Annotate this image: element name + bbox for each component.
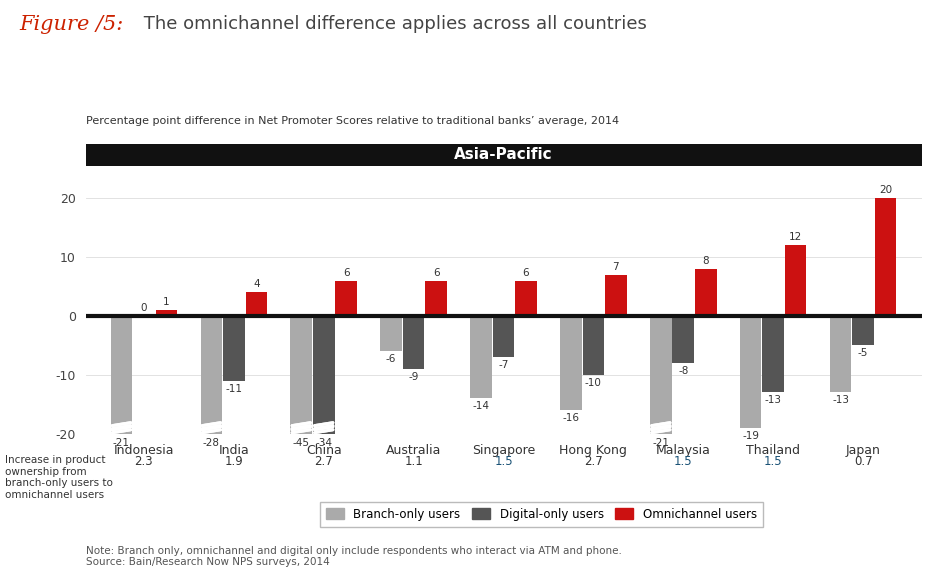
Text: -6: -6 (386, 354, 396, 364)
Text: -7: -7 (499, 360, 508, 370)
Bar (403, 316, 425, 369)
Bar (582, 316, 604, 375)
Bar (605, 275, 627, 316)
Bar (335, 281, 357, 316)
Text: 1.5: 1.5 (674, 455, 693, 468)
Bar (110, 316, 132, 434)
Text: Asia-Pacific: Asia-Pacific (454, 147, 553, 162)
Bar (380, 316, 402, 351)
Bar (200, 316, 222, 434)
Text: -13: -13 (832, 395, 849, 405)
Bar (875, 198, 897, 316)
Text: Figure /5:: Figure /5: (19, 15, 124, 34)
Text: -16: -16 (562, 413, 580, 423)
Text: -21: -21 (653, 438, 670, 448)
Bar (740, 316, 762, 428)
Text: 0.7: 0.7 (854, 455, 872, 468)
Text: -9: -9 (408, 372, 419, 382)
Text: -21: -21 (113, 438, 130, 448)
Bar (785, 245, 807, 316)
Text: 2.3: 2.3 (135, 455, 153, 468)
Text: -11: -11 (225, 384, 242, 393)
Text: 4: 4 (253, 279, 259, 289)
Text: The omnichannel difference applies across all countries: The omnichannel difference applies acros… (138, 15, 647, 33)
Text: Increase in product
ownership from
branch-only users to
omnichannel users: Increase in product ownership from branc… (5, 455, 113, 500)
Text: -10: -10 (585, 378, 602, 388)
Text: -34: -34 (315, 438, 332, 448)
Bar (829, 316, 851, 392)
Text: 0: 0 (141, 303, 147, 313)
Bar (245, 292, 267, 316)
Text: 6: 6 (343, 268, 350, 278)
Bar (560, 316, 581, 410)
Text: 1.1: 1.1 (405, 455, 423, 468)
Bar (470, 316, 492, 398)
Text: 1.9: 1.9 (224, 455, 243, 468)
Text: -28: -28 (203, 438, 219, 448)
Text: -14: -14 (472, 401, 489, 411)
Bar (313, 316, 334, 434)
Text: -13: -13 (765, 395, 782, 405)
Bar (291, 316, 312, 434)
Legend: Branch-only users, Digital-only users, Omnichannel users: Branch-only users, Digital-only users, O… (320, 502, 763, 527)
Text: 1: 1 (163, 297, 170, 307)
Text: -8: -8 (678, 366, 689, 376)
Text: 2.7: 2.7 (584, 455, 602, 468)
Text: Note: Branch only, omnichannel and digital only include respondents who interact: Note: Branch only, omnichannel and digit… (86, 546, 621, 567)
Text: -5: -5 (858, 348, 868, 359)
Text: 6: 6 (433, 268, 440, 278)
Bar (156, 310, 178, 316)
Text: 6: 6 (522, 268, 529, 278)
Text: Percentage point difference in Net Promoter Scores relative to traditional banks: Percentage point difference in Net Promo… (86, 116, 618, 126)
Text: 1.5: 1.5 (494, 455, 513, 468)
Text: 2.7: 2.7 (314, 455, 333, 468)
Bar (852, 316, 874, 345)
Text: 20: 20 (879, 185, 892, 196)
Bar (223, 316, 244, 381)
Bar (515, 281, 537, 316)
Text: 7: 7 (613, 262, 619, 272)
Text: 8: 8 (702, 256, 709, 266)
Bar (763, 316, 784, 392)
Bar (493, 316, 514, 357)
Text: 1.5: 1.5 (764, 455, 783, 468)
Bar (650, 316, 672, 434)
Bar (695, 269, 716, 316)
Bar (673, 316, 694, 363)
Text: 12: 12 (789, 232, 803, 242)
Text: -45: -45 (293, 438, 310, 448)
Text: -19: -19 (742, 431, 759, 441)
Bar (426, 281, 446, 316)
